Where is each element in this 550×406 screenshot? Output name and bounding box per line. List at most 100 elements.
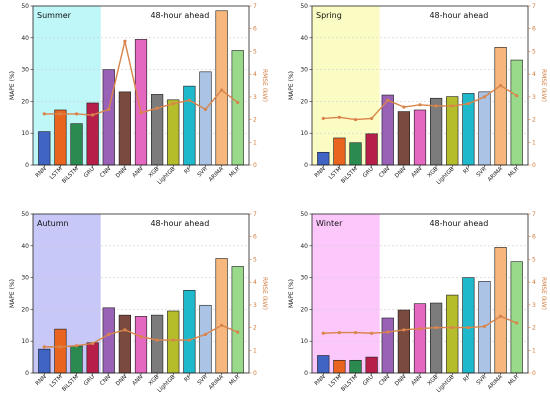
rmse-point-spring-gru: [370, 116, 374, 121]
bar-summer-xgb: [151, 94, 164, 166]
bar-spring-xgb: [430, 97, 443, 166]
y-tick-label-winter-3: 30: [300, 275, 308, 282]
rmse-point-spring-rnn: [321, 116, 325, 121]
x-tick-label-winter-svr: SVR: [476, 374, 488, 386]
bar-spring-gru: [365, 133, 378, 166]
y2-tick-label-spring-2: 2: [532, 117, 536, 124]
x-tick-label-spring-dnn: DNN: [394, 166, 407, 179]
bar-winter-ann: [413, 303, 427, 374]
x-tick-label-autumn-cnn: CNN: [99, 374, 112, 387]
x-tick-label-summer-lstm: LSTM: [49, 166, 64, 181]
y2-tick-label-spring-7: 7: [532, 3, 536, 10]
rmse-point-summer-dnn: [123, 39, 127, 43]
y2-tick-label-winter-3: 3: [532, 302, 536, 309]
x-tick-label-autumn-arima: ARIMA: [208, 374, 225, 391]
x-tick-label-summer-ann: ANN: [132, 166, 145, 179]
y-tick-label-summer-0: 0: [25, 162, 29, 169]
bar-winter-rnn: [317, 355, 330, 374]
rmse-point-spring-ann: [418, 103, 422, 107]
x-tick-label-spring-lightgb: LightGB: [436, 166, 456, 186]
y2-tick-label-winter-0: 0: [532, 370, 536, 377]
y-tick-label-autumn-3: 30: [21, 275, 29, 282]
bar-summer-cnn: [102, 69, 115, 166]
rmse-point-summer-lightgb: [171, 102, 175, 106]
bar-autumn-arima: [215, 258, 228, 374]
y2-tick-label-summer-7: 7: [253, 3, 257, 10]
x-tick-label-winter-lstm: LSTM: [328, 374, 343, 389]
rmse-point-spring-mlr: [515, 94, 519, 98]
bar-summer-lstm: [54, 109, 67, 166]
y2-tick-label-spring-4: 4: [532, 71, 536, 78]
rmse-point-winter-xgb: [434, 325, 438, 330]
y-tick-label-spring-0: 0: [304, 162, 308, 169]
rmse-point-summer-rf: [187, 98, 191, 102]
rmse-point-spring-bilstm: [353, 117, 358, 122]
rmse-point-summer-xgb: [155, 106, 159, 110]
bar-summer-lightgb: [167, 99, 180, 166]
x-tick-label-winter-gru: GRU: [362, 374, 375, 387]
x-tick-label-autumn-mlr: MLR: [229, 374, 242, 387]
rmse-point-autumn-svr: [203, 332, 208, 336]
horizon-label-spring: 48-hour ahead: [429, 11, 488, 20]
rmse-point-summer-lstm: [58, 112, 63, 116]
bar-autumn-lstm: [54, 328, 67, 374]
rmse-point-spring-svr: [482, 95, 487, 99]
x-tick-label-spring-svr: SVR: [476, 166, 488, 178]
rmse-point-spring-dnn: [402, 105, 406, 109]
y-tick-label-autumn-1: 10: [21, 338, 29, 345]
x-tick-label-winter-ann: ANN: [411, 374, 424, 387]
y-axis-title-summer: MAPE (%): [9, 71, 16, 100]
bar-summer-rf: [183, 85, 196, 166]
rmse-point-spring-rf: [466, 102, 470, 106]
x-tick-label-spring-bilstm: BiLSTM: [340, 166, 359, 185]
y2-axis-title-winter: RMSE (kW): [540, 277, 547, 310]
x-tick-label-spring-lstm: LSTM: [328, 166, 343, 181]
y-tick-label-spring-3: 30: [300, 67, 308, 74]
x-tick-label-winter-lightgb: LightGB: [436, 374, 456, 394]
rmse-point-spring-lightgb: [450, 104, 454, 108]
y-tick-label-summer-1: 10: [21, 130, 29, 137]
rmse-point-summer-ann: [139, 111, 143, 115]
bar-winter-arima: [494, 247, 507, 374]
x-tick-label-spring-arima: ARIMA: [487, 166, 504, 183]
y2-tick-label-winter-7: 7: [532, 211, 536, 218]
y2-tick-label-winter-1: 1: [532, 347, 536, 354]
x-tick-label-winter-cnn: CNN: [378, 374, 391, 387]
bar-autumn-gru: [86, 342, 99, 374]
rmse-point-autumn-lstm: [58, 345, 63, 349]
rmse-point-summer-rnn: [42, 112, 46, 116]
y2-tick-label-spring-6: 6: [532, 26, 536, 33]
y2-axis-title-spring: RMSE (kW): [540, 69, 547, 102]
bar-summer-bilstm: [70, 123, 83, 166]
bar-autumn-mlr: [231, 266, 244, 374]
x-tick-label-autumn-bilstm: BiLSTM: [61, 374, 80, 393]
rmse-point-winter-mlr: [515, 321, 519, 325]
y2-axis-title-autumn: RMSE (kW): [261, 277, 268, 310]
rmse-point-summer-gru: [91, 113, 95, 117]
y-tick-label-autumn-5: 50: [21, 211, 29, 218]
bar-autumn-rnn: [38, 348, 51, 374]
rmse-point-spring-xgb: [434, 104, 438, 108]
x-tick-label-summer-gru: GRU: [83, 166, 96, 179]
rmse-point-autumn-lightgb: [171, 338, 175, 342]
rmse-point-winter-cnn: [386, 330, 390, 334]
y2-tick-label-winter-2: 2: [532, 325, 536, 332]
y2-tick-label-spring-1: 1: [532, 139, 536, 146]
rmse-point-winter-ann: [418, 327, 422, 331]
y-tick-label-winter-1: 10: [300, 338, 308, 345]
bar-summer-gru: [86, 102, 99, 166]
y2-tick-label-spring-5: 5: [532, 48, 536, 55]
x-tick-label-summer-mlr: MLR: [229, 166, 242, 179]
rmse-point-summer-bilstm: [74, 112, 79, 116]
y-axis-title-winter: MAPE (%): [288, 279, 295, 308]
rmse-point-autumn-arima: [219, 323, 224, 327]
x-tick-label-summer-rf: RF: [184, 166, 193, 175]
rmse-point-spring-lstm: [337, 115, 342, 119]
x-tick-label-summer-lightgb: LightGB: [157, 166, 177, 186]
y-tick-label-summer-2: 20: [21, 98, 29, 105]
season-label-summer: Summer: [37, 11, 72, 20]
y-tick-label-summer-5: 50: [21, 3, 29, 10]
